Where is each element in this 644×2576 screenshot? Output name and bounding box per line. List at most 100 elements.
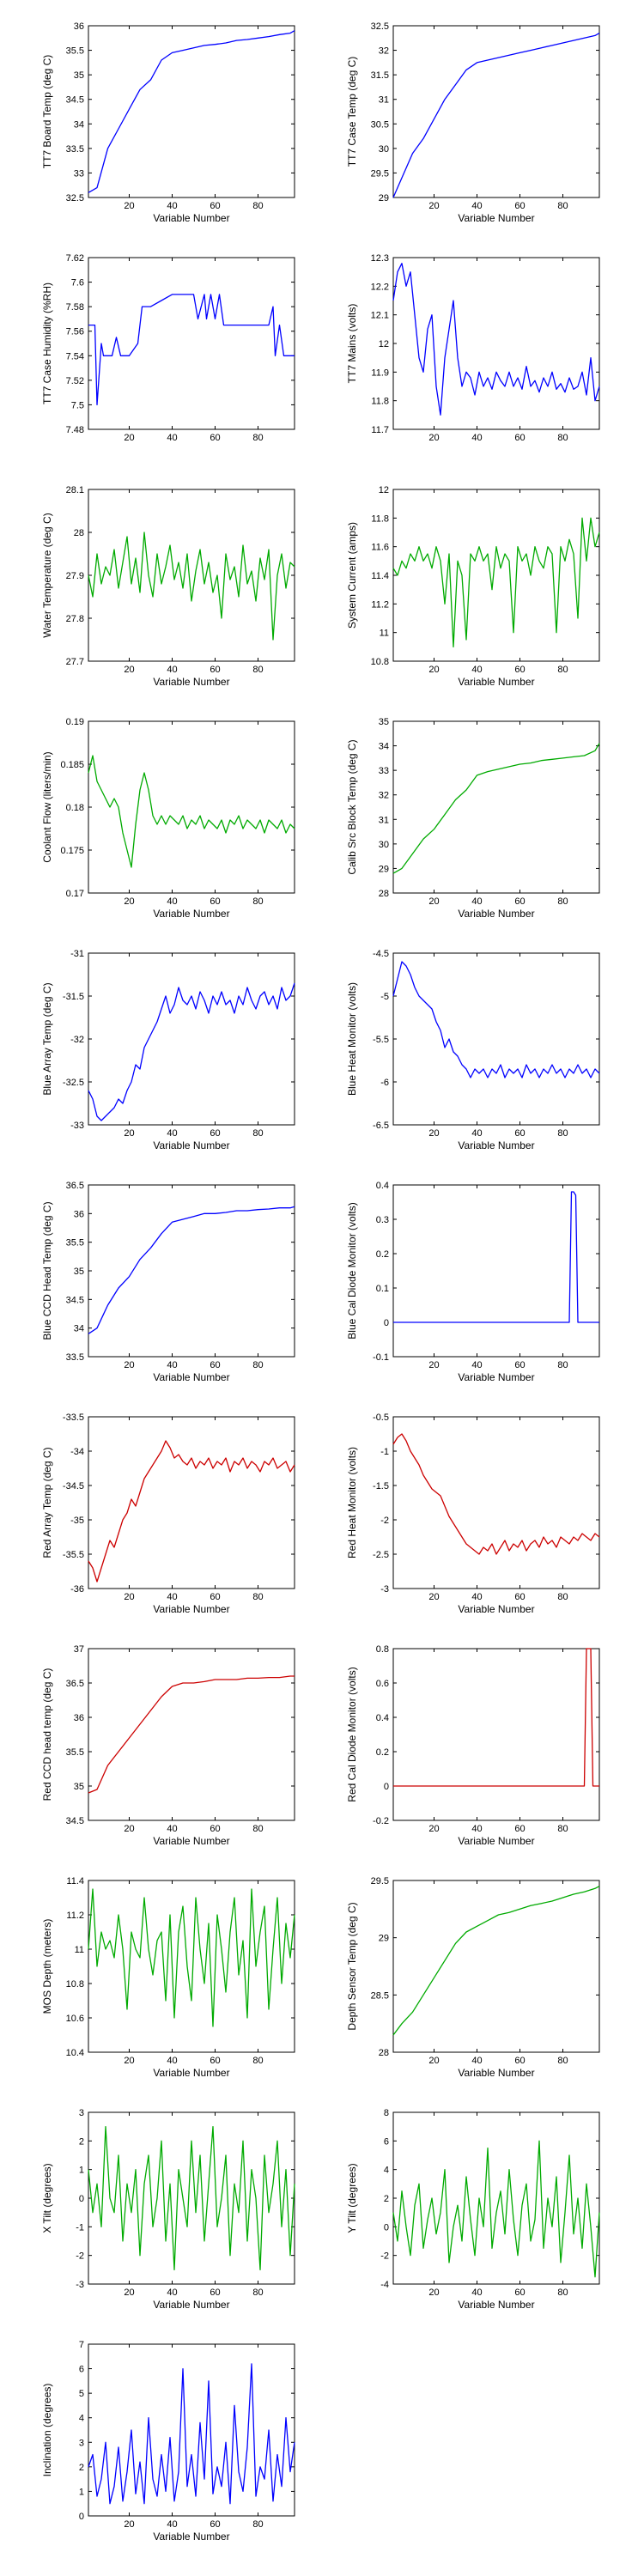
plot-frame	[88, 25, 295, 198]
x-tick-label: 80	[557, 2056, 568, 2066]
series-line	[88, 2363, 295, 2505]
y-tick-label: 10.6	[66, 2014, 84, 2024]
y-axis-label: Calib Src Block Temp (deg C)	[346, 739, 358, 874]
x-axis-label: Variable Number	[153, 2530, 229, 2543]
y-tick-label: 11.8	[371, 513, 389, 524]
y-tick-label: -5	[380, 992, 389, 1002]
y-tick-label: 1	[79, 2166, 84, 2176]
chart-panel: 20 40 60 80 -36 -35.5 -35 -34.5 -34 -33.5 Variable…	[39, 1410, 296, 1615]
y-tick-label: 28	[379, 2048, 389, 2058]
y-tick-label: 8	[384, 2108, 389, 2118]
plot-frame	[392, 257, 600, 430]
plot-frame	[392, 489, 600, 662]
y-tick-label: 32.5	[66, 193, 84, 204]
y-tick-label: 33	[74, 168, 84, 179]
line-chart: 20 40 60 80 -0.1 0 0.1 0.2 0.3 0.4 Variable Number…	[346, 1181, 600, 1383]
y-tick-label: 0	[79, 2512, 84, 2522]
y-tick-label: 6	[79, 2365, 84, 2375]
x-tick-label: 60	[210, 896, 220, 907]
x-axis-label: Variable Number	[458, 1371, 534, 1383]
y-tick-label: 11.2	[66, 1911, 84, 1921]
y-tick-label: 29	[379, 1934, 389, 1944]
x-tick-label: 80	[252, 896, 263, 907]
x-tick-label: 20	[428, 896, 439, 907]
chart-panel: 20 40 60 80 33.5 34 34.5 35 35.5 36 36.5 Variable N…	[39, 1178, 296, 1383]
y-tick-label: 36.5	[66, 1679, 84, 1689]
y-tick-label: 30	[379, 144, 389, 155]
x-axis-label: Variable Number	[458, 1603, 534, 1615]
series-line	[392, 33, 600, 198]
y-tick-label: 28	[379, 889, 389, 899]
x-tick-label: 60	[210, 1824, 220, 1834]
y-tick-label: 1	[79, 2487, 84, 2497]
x-tick-label: 80	[252, 1824, 263, 1834]
y-axis-label: TT7 Case Humidity (%RH)	[41, 283, 53, 404]
y-axis-label: Coolant Flow (liters/min)	[41, 751, 53, 862]
line-chart: 20 40 60 80 -33 -32.5 -32 -31.5 -31 Variable Numb…	[41, 949, 295, 1151]
x-tick-label: 40	[167, 665, 177, 675]
x-tick-label: 60	[514, 1360, 525, 1370]
y-tick-label: 7.6	[71, 278, 84, 289]
y-tick-label: 0.8	[376, 1644, 389, 1655]
x-tick-label: 20	[124, 2519, 134, 2530]
y-tick-label: 11.4	[371, 571, 389, 581]
x-tick-label: 60	[514, 1592, 525, 1602]
line-chart: 20 40 60 80 0 1 2 3 4 5 6 7 Variable Number Inclinati…	[41, 2340, 295, 2543]
y-tick-label: 2	[79, 2463, 84, 2473]
x-tick-label: 80	[252, 1128, 263, 1139]
series-line	[88, 1206, 295, 1334]
x-tick-label: 40	[471, 665, 482, 675]
series-line	[88, 982, 295, 1121]
y-tick-label: -1	[380, 1447, 389, 1457]
y-tick-label: 27.8	[66, 614, 84, 624]
y-tick-label: -1.5	[373, 1481, 389, 1492]
y-tick-label: 0	[384, 2222, 389, 2233]
x-tick-label: 60	[210, 1592, 220, 1602]
y-axis-label: TT7 Mains (volts)	[346, 304, 358, 384]
y-tick-label: 3	[79, 2438, 84, 2448]
y-tick-label: 7.56	[66, 327, 84, 337]
x-axis-label: Variable Number	[153, 1371, 229, 1383]
y-tick-label: 35.5	[66, 46, 84, 57]
x-tick-label: 60	[210, 201, 220, 211]
y-tick-label: 34.5	[66, 95, 84, 106]
y-tick-label: 10.8	[66, 1979, 84, 1990]
x-tick-label: 20	[124, 1824, 134, 1834]
line-chart: 20 40 60 80 33.5 34 34.5 35 35.5 36 36.5 Variable N…	[41, 1181, 295, 1383]
y-tick-label: 35	[74, 1267, 84, 1277]
y-tick-label: 12.1	[371, 311, 389, 321]
y-tick-label: 33.5	[66, 144, 84, 155]
x-tick-label: 40	[471, 201, 482, 211]
x-tick-label: 20	[124, 1128, 134, 1139]
y-tick-label: 7.52	[66, 376, 84, 386]
y-tick-label: 34.5	[66, 1295, 84, 1305]
x-axis-label: Variable Number	[153, 1139, 229, 1151]
y-tick-label: 0.4	[376, 1181, 389, 1191]
y-tick-label: 0.175	[60, 846, 84, 856]
y-tick-label: -31	[70, 949, 84, 959]
y-tick-label: 29	[379, 864, 389, 874]
x-tick-label: 20	[428, 1128, 439, 1139]
plot-frame	[392, 720, 600, 894]
y-tick-label: 12	[379, 485, 389, 495]
series-line	[88, 1675, 295, 1794]
x-axis-label: Variable Number	[458, 676, 534, 688]
chart-panel: 20 40 60 80 11.7 11.8 11.9 12 12.1 12.2 12.3 TT7 Ma…	[343, 251, 601, 443]
y-tick-label: 0.3	[376, 1215, 389, 1225]
y-tick-label: 4	[384, 2166, 389, 2176]
x-tick-label: 80	[252, 665, 263, 675]
x-tick-label: 40	[167, 2519, 177, 2530]
x-tick-label: 20	[428, 201, 439, 211]
x-tick-label: 60	[210, 2056, 220, 2066]
x-tick-label: 40	[167, 201, 177, 211]
y-tick-label: 2	[79, 2136, 84, 2147]
chart-panel: 20 40 60 80 28 29 30 31 32 33 34 35 Variable Number C…	[343, 714, 601, 920]
y-tick-label: -0.2	[373, 1816, 389, 1826]
y-tick-label: -33	[70, 1121, 84, 1131]
y-tick-label: 32.5	[371, 21, 389, 32]
y-tick-label: 2	[384, 2194, 389, 2204]
y-axis-label: Inclination (degrees)	[41, 2384, 53, 2477]
line-chart: 20 40 60 80 11.7 11.8 11.9 12 12.1 12.2 12.3 TT7 Ma…	[346, 253, 600, 443]
x-tick-label: 60	[514, 433, 525, 443]
x-tick-label: 40	[471, 1360, 482, 1370]
